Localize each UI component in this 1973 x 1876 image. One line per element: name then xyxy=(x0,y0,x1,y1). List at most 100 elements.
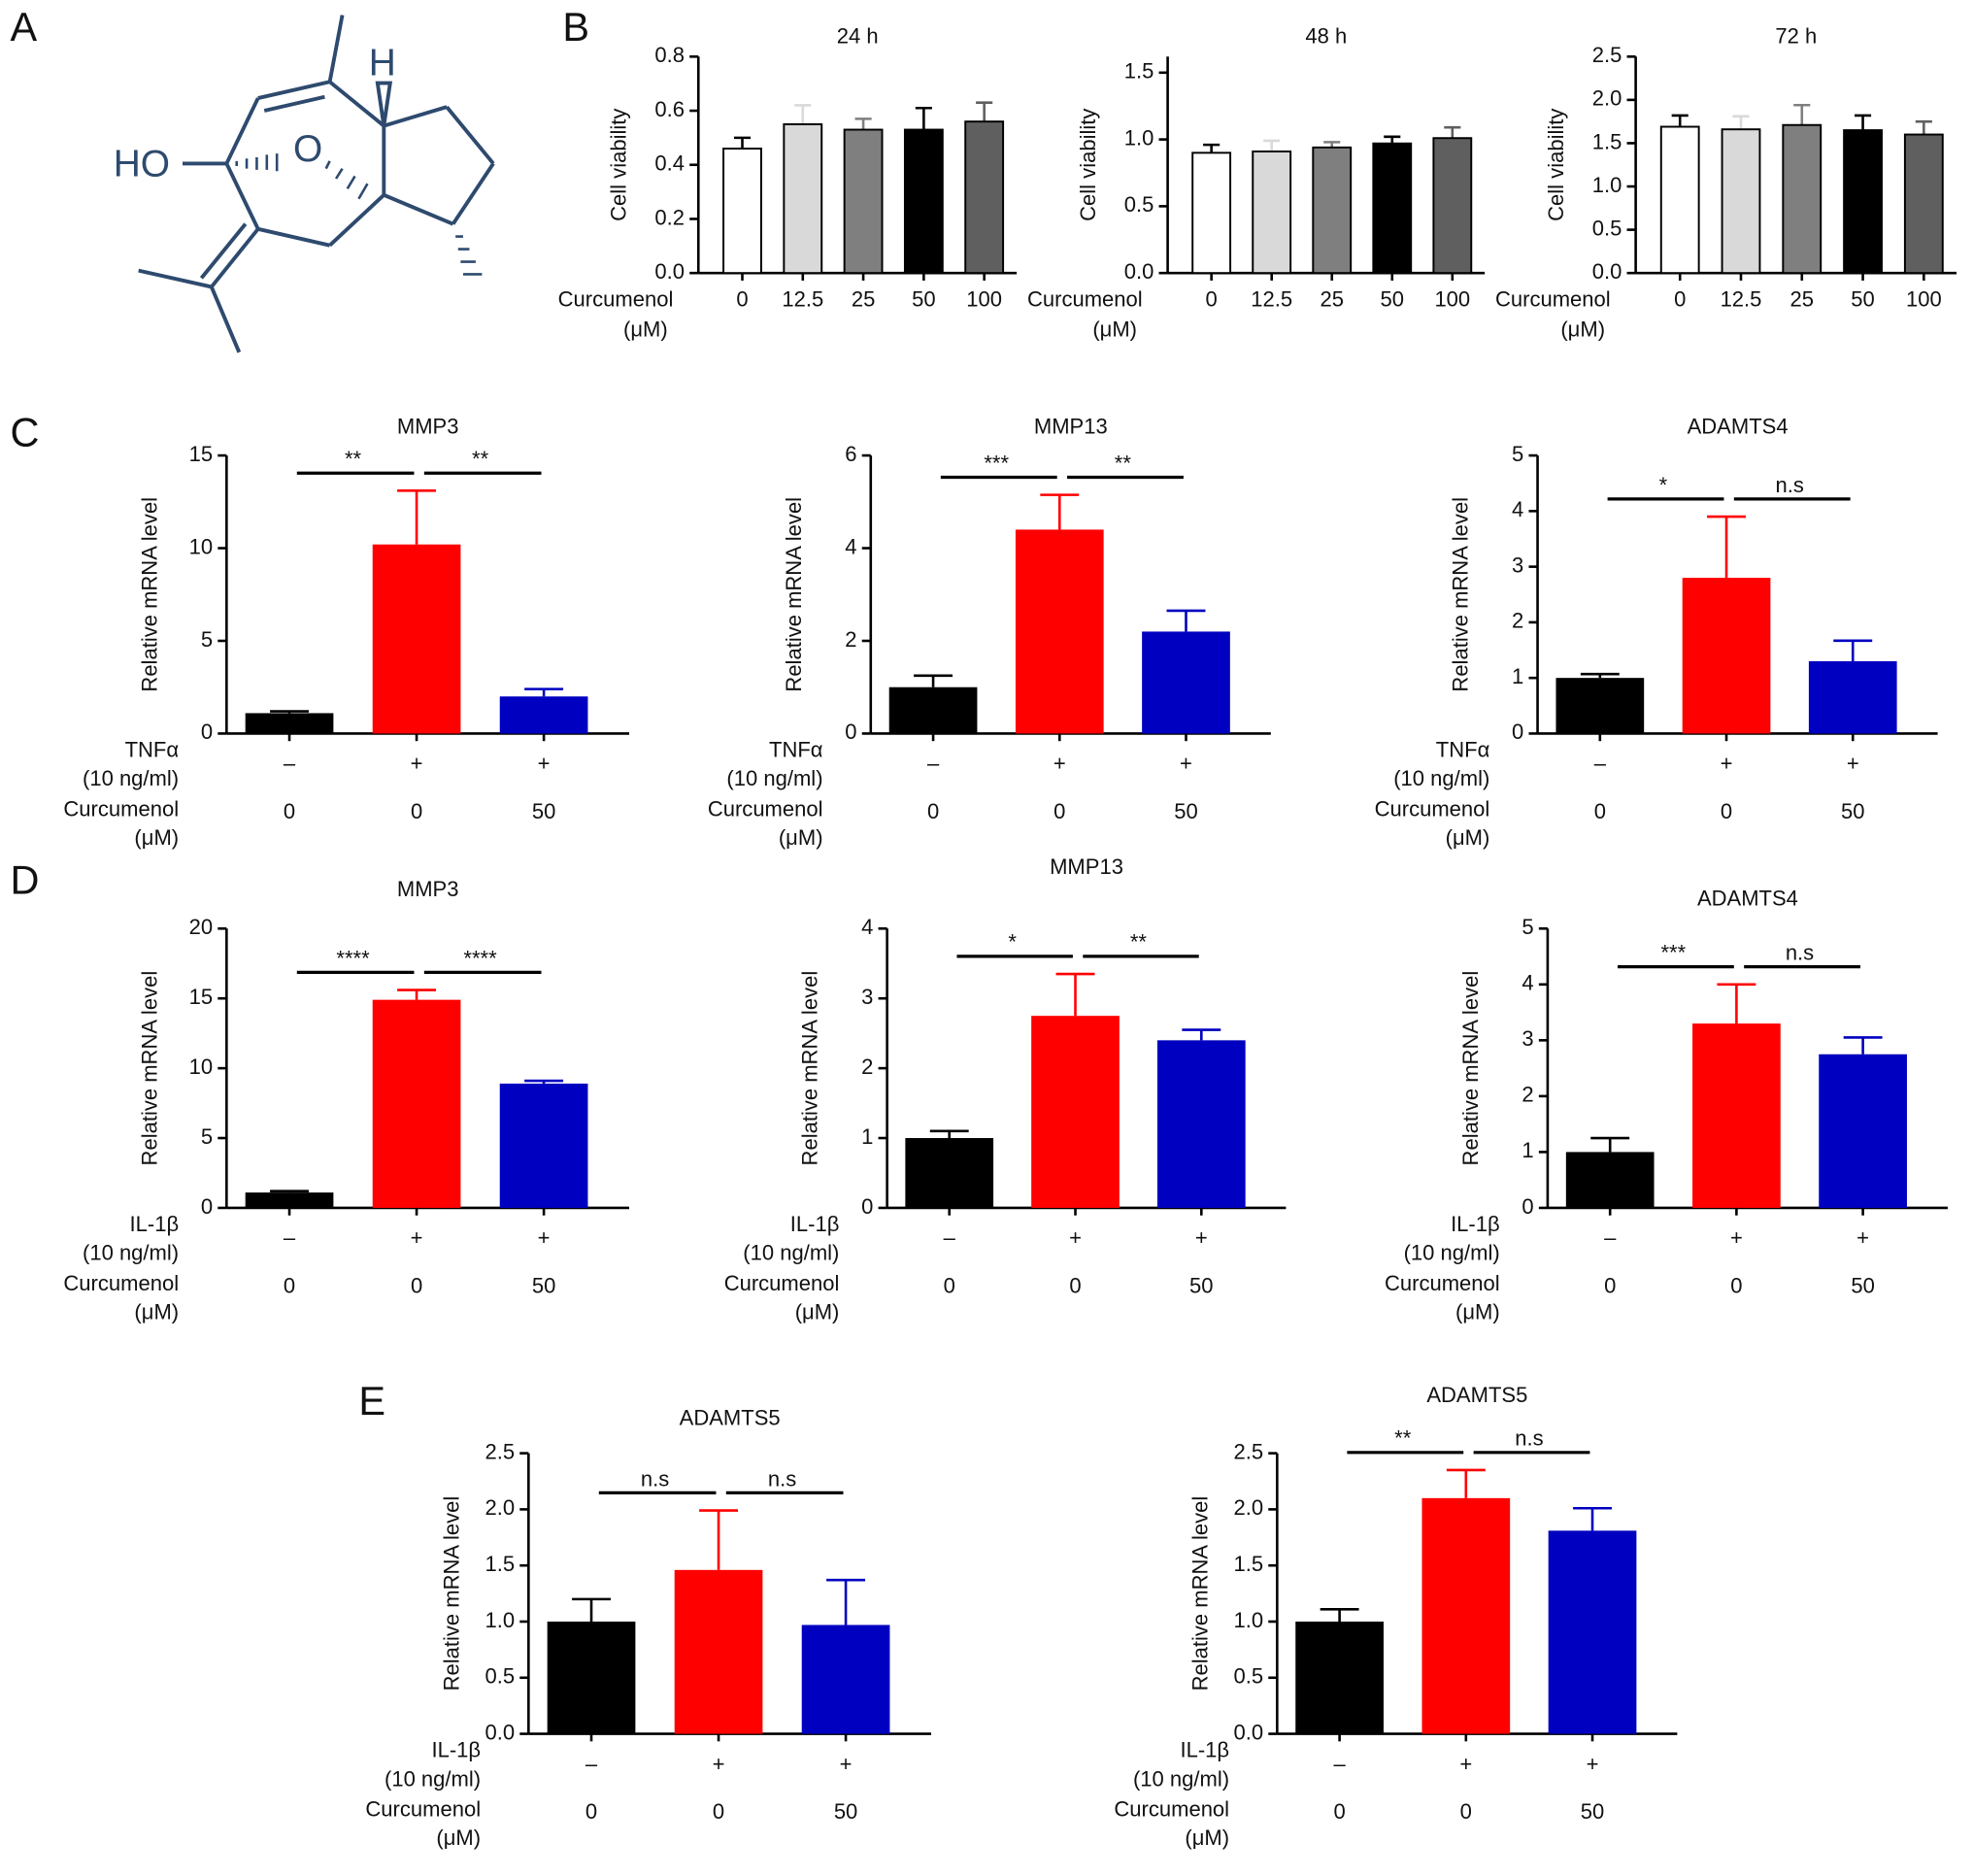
row-value: – xyxy=(1333,1752,1346,1776)
row-value: 0 xyxy=(713,1799,724,1824)
bar xyxy=(722,148,762,275)
y-axis-title: Relative mRNA level xyxy=(439,1496,463,1692)
row-value: + xyxy=(1053,752,1066,776)
chart: ADAMTS5 Relative mRNA level 0.0 0.5 1.0 1.5 2.… xyxy=(365,1405,931,1850)
row-label: (10 ng/ml) xyxy=(743,1241,839,1265)
y-axis-title: Relative mRNA level xyxy=(137,971,161,1166)
row-value: 0 xyxy=(411,799,422,823)
y-tick-label: 4 xyxy=(1512,497,1523,521)
bar xyxy=(905,1138,994,1208)
significance-label: *** xyxy=(984,451,1009,475)
significance-label: n.s xyxy=(1515,1426,1543,1451)
row-label: TNFα xyxy=(769,737,823,761)
x-axis-title: Curcumenol xyxy=(1027,287,1143,312)
y-tick-label: 0.6 xyxy=(654,97,685,121)
y-tick-label: 2.5 xyxy=(1233,1439,1263,1463)
row-value: 0 xyxy=(585,1799,597,1824)
atom-label: H xyxy=(369,43,396,84)
bar xyxy=(372,999,461,1208)
y-tick-label: 1 xyxy=(861,1124,873,1149)
significance-label: * xyxy=(1008,930,1017,955)
row-label: Curcumenol xyxy=(1375,796,1490,821)
row-value: – xyxy=(1594,752,1607,776)
x-tick-label: 50 xyxy=(912,287,935,312)
row-value: 0 xyxy=(927,799,939,823)
row-label: (μM) xyxy=(436,1826,481,1850)
x-axis-title: (μM) xyxy=(1092,318,1137,342)
row-label: IL-1β xyxy=(130,1212,180,1236)
row-value: 50 xyxy=(532,799,556,823)
x-tick-label: 0 xyxy=(1674,287,1686,312)
row-value: 50 xyxy=(1189,1273,1214,1297)
y-tick-label: 0 xyxy=(1522,1194,1533,1219)
significance-label: n.s xyxy=(768,1466,796,1491)
significance-label: *** xyxy=(1660,941,1686,965)
chart-title: MMP13 xyxy=(1050,854,1123,879)
bar xyxy=(1372,142,1413,275)
panel-label: C xyxy=(10,409,39,454)
row-value: + xyxy=(411,752,423,776)
y-axis-title: Cell viability xyxy=(607,109,631,221)
y-tick-label: 2.0 xyxy=(485,1495,515,1520)
row-label: (μM) xyxy=(779,825,823,850)
bar xyxy=(783,122,823,275)
y-tick-label: 1.0 xyxy=(1233,1608,1263,1632)
bar xyxy=(245,713,334,734)
bar xyxy=(1252,151,1292,275)
y-tick-label: 0 xyxy=(201,720,213,744)
x-tick-label: 12.5 xyxy=(1721,287,1762,312)
chart-title: 24 h xyxy=(837,24,879,49)
y-tick-label: 20 xyxy=(189,915,214,939)
chart-title: MMP13 xyxy=(1034,414,1108,438)
row-label: (μM) xyxy=(795,1300,840,1324)
y-tick-label: 15 xyxy=(189,442,214,466)
row-label: (μM) xyxy=(1185,1826,1229,1850)
row-label: Curcumenol xyxy=(63,1271,179,1295)
row-label: Curcumenol xyxy=(63,796,179,821)
panel-label: D xyxy=(10,857,39,903)
y-tick-label: 0.5 xyxy=(485,1664,515,1689)
x-tick-label: 12.5 xyxy=(1251,287,1292,312)
y-tick-label: 0.4 xyxy=(654,151,685,176)
row-value: + xyxy=(1180,752,1192,776)
y-axis-title: Relative mRNA level xyxy=(1187,1496,1212,1692)
y-tick-label: 2.0 xyxy=(1233,1495,1263,1520)
row-label: (10 ng/ml) xyxy=(385,1766,481,1791)
y-tick-label: 1.5 xyxy=(1592,129,1622,153)
y-tick-label: 2 xyxy=(1512,609,1523,633)
significance-label: ** xyxy=(1115,451,1132,475)
significance-label: * xyxy=(1659,473,1668,497)
y-tick-label: 2.5 xyxy=(485,1439,515,1463)
x-axis-title: Curcumenol xyxy=(558,287,674,312)
chart-title: ADAMTS5 xyxy=(1426,1383,1527,1407)
x-tick-label: 25 xyxy=(852,287,875,312)
row-value: 50 xyxy=(1841,799,1865,823)
row-value: – xyxy=(1604,1225,1617,1250)
y-axis-title: Relative mRNA level xyxy=(137,497,161,692)
bar xyxy=(903,128,944,275)
y-tick-label: 4 xyxy=(845,534,856,558)
significance-label: n.s xyxy=(1786,941,1814,965)
row-label: Curcumenol xyxy=(365,1796,481,1821)
y-tick-label: 2.0 xyxy=(1592,86,1622,111)
bar xyxy=(1312,146,1353,275)
row-label: (μM) xyxy=(1446,825,1490,850)
row-value: 0 xyxy=(1594,799,1606,823)
y-axis-title: Relative mRNA level xyxy=(1458,971,1483,1166)
y-tick-label: 0.0 xyxy=(485,1720,515,1744)
row-label: TNFα xyxy=(1436,737,1490,761)
bar xyxy=(843,128,884,275)
x-tick-label: 100 xyxy=(1906,287,1942,312)
y-tick-label: 1 xyxy=(1522,1138,1533,1162)
row-label: (10 ng/ml) xyxy=(83,766,179,790)
row-value: 50 xyxy=(532,1273,556,1297)
bar xyxy=(1692,1023,1781,1208)
row-label: (μM) xyxy=(134,1300,179,1324)
y-tick-label: 0.8 xyxy=(654,43,685,67)
y-tick-label: 1.0 xyxy=(485,1608,515,1632)
atom-label: O xyxy=(293,128,322,170)
row-label: (10 ng/ml) xyxy=(726,766,822,790)
y-tick-label: 5 xyxy=(201,627,213,652)
chart: 72 h Cell viability 0.0 0.5 1.0 1.5 2.0 2.5 0 12.… xyxy=(1495,24,1957,342)
bar xyxy=(499,1083,588,1208)
